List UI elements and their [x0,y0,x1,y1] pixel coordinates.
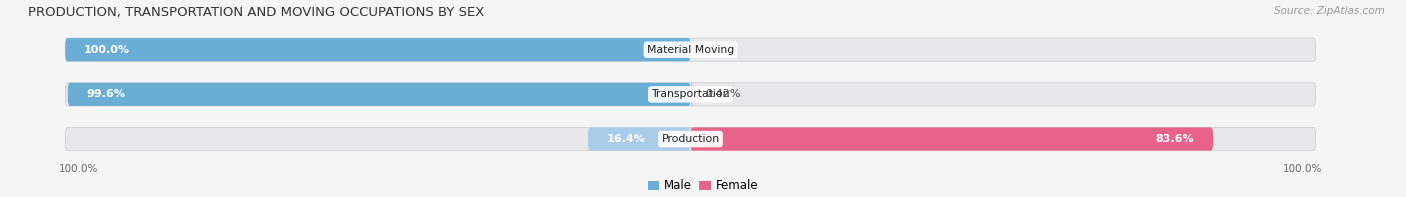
FancyBboxPatch shape [65,38,1316,61]
Text: 16.4%: 16.4% [607,134,645,144]
FancyBboxPatch shape [588,127,690,151]
Text: 100.0%: 100.0% [84,45,129,55]
Text: Source: ZipAtlas.com: Source: ZipAtlas.com [1274,6,1385,16]
Text: Production: Production [661,134,720,144]
Text: Material Moving: Material Moving [647,45,734,55]
Text: 99.6%: 99.6% [87,89,125,99]
Text: 100.0%: 100.0% [59,164,98,174]
FancyBboxPatch shape [65,83,1316,106]
Text: 0.42%: 0.42% [706,89,741,99]
FancyBboxPatch shape [65,127,1316,151]
FancyBboxPatch shape [65,38,690,61]
Legend: Male, Female: Male, Female [643,175,763,197]
Text: 83.6%: 83.6% [1156,134,1195,144]
FancyBboxPatch shape [67,83,690,106]
FancyBboxPatch shape [690,127,1213,151]
Text: Transportation: Transportation [651,89,730,99]
Text: 100.0%: 100.0% [1282,164,1322,174]
Text: PRODUCTION, TRANSPORTATION AND MOVING OCCUPATIONS BY SEX: PRODUCTION, TRANSPORTATION AND MOVING OC… [28,6,485,19]
FancyBboxPatch shape [690,83,693,106]
